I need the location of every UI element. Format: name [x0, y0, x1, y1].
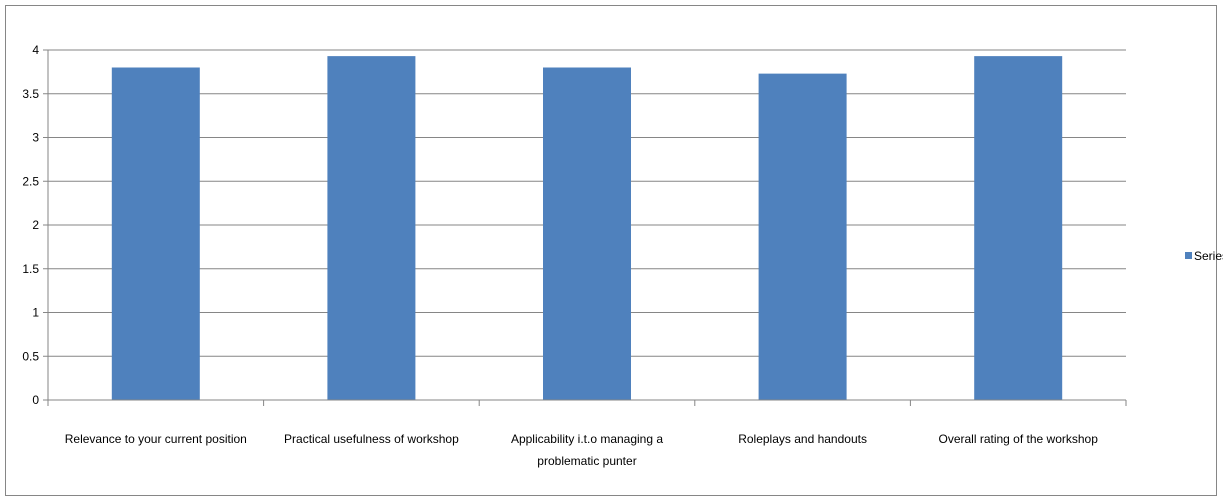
y-tick-label-5: 2.5: [22, 174, 39, 188]
bar-2: [327, 56, 416, 400]
bars: [111, 56, 1063, 400]
legend-swatch-series1: [1185, 252, 1192, 259]
y-axis-tick-labels: 0 0.5 1 1.5 2 2.5 3 3.5 4: [22, 43, 39, 407]
x-axis-category-labels: Relevance to your current position Practi…: [65, 432, 1098, 468]
legend: Series1: [1185, 249, 1223, 263]
y-tick-label-4: 2: [32, 218, 39, 232]
x-category-label-line: Relevance to your current position: [65, 432, 247, 446]
x-category-label-line: Overall rating of the workshop: [938, 432, 1098, 446]
axes: [47, 50, 1127, 406]
y-tick-label-7: 3.5: [22, 87, 39, 101]
y-tick-label-0: 0: [32, 393, 39, 407]
y-tick-label-6: 3: [32, 131, 39, 145]
y-tick-label-2: 1: [32, 306, 39, 320]
bar-1: [111, 67, 200, 400]
x-category-label-3: Applicability i.t.o managing a problemati…: [511, 432, 663, 468]
legend-label-series1: Series1: [1194, 249, 1223, 263]
y-tick-label-3: 1.5: [22, 262, 39, 276]
bar-4: [758, 73, 847, 400]
x-category-label-5: Overall rating of the workshop: [938, 432, 1098, 446]
x-category-label-line: Roleplays and handouts: [738, 432, 867, 446]
x-category-label-2: Practical usefulness of workshop: [284, 432, 459, 446]
x-category-label-1: Relevance to your current position: [65, 432, 247, 446]
y-tick-label-8: 4: [32, 43, 39, 57]
x-category-label-line: Practical usefulness of workshop: [284, 432, 459, 446]
x-category-label-line: Applicability i.t.o managing a: [511, 432, 663, 446]
bar-5: [974, 56, 1063, 400]
x-category-label-4: Roleplays and handouts: [738, 432, 867, 446]
bar-3: [543, 67, 631, 400]
x-category-label-line: problematic punter: [537, 454, 636, 468]
y-tick-label-1: 0.5: [22, 349, 39, 363]
